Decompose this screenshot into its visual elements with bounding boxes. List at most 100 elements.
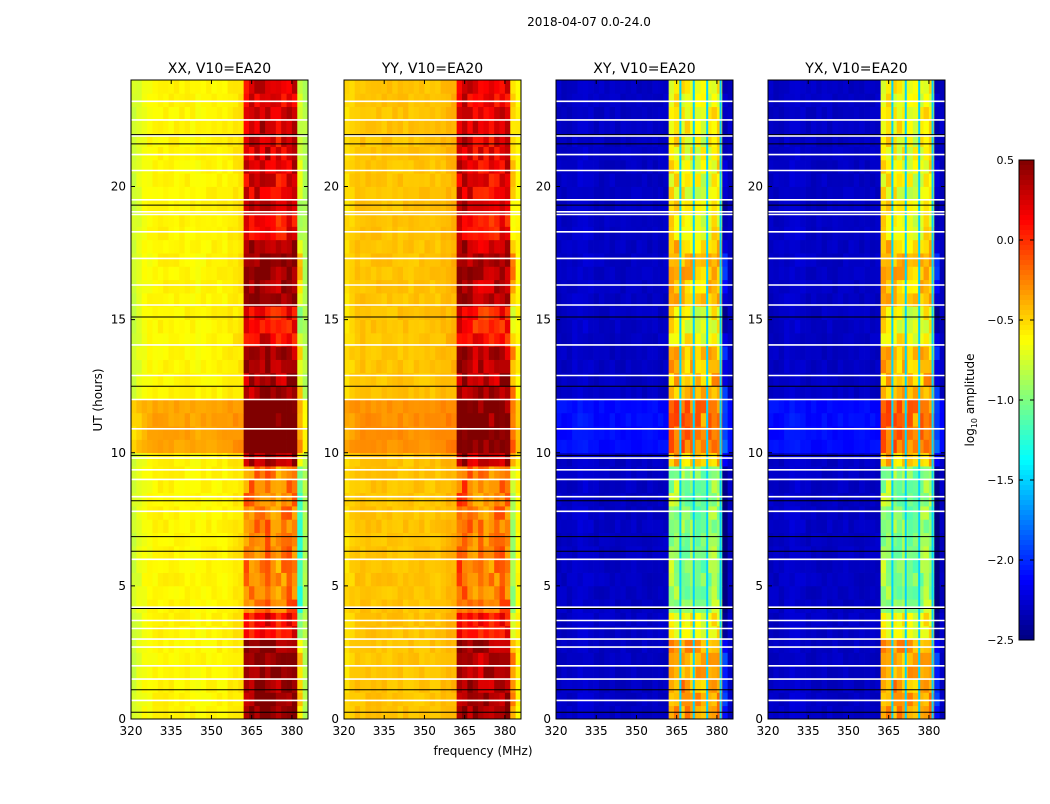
heatmap-cell xyxy=(594,666,600,680)
heatmap-cell xyxy=(142,147,148,161)
heatmap-cell xyxy=(626,386,632,400)
heatmap-cell xyxy=(292,666,298,680)
heatmap-cell xyxy=(217,453,223,467)
heatmap-cell xyxy=(179,253,185,267)
heatmap-cell xyxy=(169,453,175,467)
heatmap-cell xyxy=(403,147,409,161)
heatmap-cell xyxy=(663,240,669,254)
heatmap-cell xyxy=(249,120,255,134)
heatmap-cell xyxy=(653,253,659,267)
heatmap-cell xyxy=(663,187,669,201)
heatmap-cell xyxy=(615,413,621,427)
heatmap-cell xyxy=(594,679,600,693)
heatmap-cell xyxy=(556,160,562,174)
heatmap-cell xyxy=(674,173,680,187)
heatmap-cell xyxy=(467,546,473,560)
heatmap-cell xyxy=(685,226,691,240)
heatmap-cell xyxy=(249,466,255,480)
heatmap-cell xyxy=(631,226,637,240)
heatmap-cell xyxy=(430,226,436,240)
heatmap-cell xyxy=(179,439,185,453)
heatmap-cell xyxy=(222,652,228,666)
heatmap-cell xyxy=(185,386,191,400)
heatmap-cell xyxy=(494,599,500,613)
heatmap-cell xyxy=(201,93,207,107)
heatmap-cell xyxy=(722,107,728,121)
heatmap-cell xyxy=(292,573,298,587)
heatmap-cell xyxy=(158,546,164,560)
heatmap-cell xyxy=(344,306,350,320)
heatmap-cell xyxy=(365,613,371,627)
heatmap-cell xyxy=(658,546,664,560)
heatmap-cell xyxy=(265,533,271,547)
heatmap-cell xyxy=(398,93,404,107)
heatmap-cell xyxy=(403,266,409,280)
heatmap-cell xyxy=(620,519,626,533)
heatmap-cell xyxy=(594,652,600,666)
heatmap-cell xyxy=(238,240,244,254)
heatmap-cell xyxy=(260,253,266,267)
heatmap-cell xyxy=(217,280,223,294)
heatmap-cell xyxy=(467,439,473,453)
heatmap-cell xyxy=(510,306,516,320)
heatmap-cell xyxy=(158,147,164,161)
heatmap-cell xyxy=(217,546,223,560)
heatmap-cell xyxy=(414,639,420,653)
heatmap-cell xyxy=(653,479,659,493)
heatmap-cell xyxy=(297,346,303,360)
heatmap-cell xyxy=(561,692,567,706)
heatmap-cell xyxy=(382,679,388,693)
heatmap-cell xyxy=(265,306,271,320)
heatmap-cell xyxy=(408,652,414,666)
heatmap-cell xyxy=(355,613,361,627)
heatmap-cell xyxy=(599,506,605,520)
heatmap-cell xyxy=(467,639,473,653)
heatmap-cell xyxy=(349,479,355,493)
heatmap-cell xyxy=(387,360,393,374)
heatmap-cell xyxy=(505,533,511,547)
heatmap-cell xyxy=(510,493,516,507)
heatmap-cell xyxy=(594,546,600,560)
heatmap-cell xyxy=(489,679,495,693)
heatmap-cell xyxy=(376,613,382,627)
heatmap-cell xyxy=(626,120,632,134)
heatmap-cell xyxy=(424,533,430,547)
heatmap-cell xyxy=(473,280,479,294)
heatmap-cell xyxy=(604,107,610,121)
heatmap-cell xyxy=(599,679,605,693)
heatmap-cell xyxy=(398,386,404,400)
heatmap-cell xyxy=(360,187,366,201)
heatmap-cell xyxy=(588,120,594,134)
heatmap-cell xyxy=(712,559,718,573)
heatmap-cell xyxy=(620,506,626,520)
heatmap-cell xyxy=(244,439,250,453)
heatmap-cell xyxy=(647,226,653,240)
heatmap-cell xyxy=(583,360,589,374)
heatmap-cell xyxy=(365,280,371,294)
heatmap-cell xyxy=(238,320,244,334)
heatmap-cell xyxy=(163,493,169,507)
heatmap-cell xyxy=(371,386,377,400)
heatmap-cell xyxy=(435,533,441,547)
heatmap-cell xyxy=(430,360,436,374)
heatmap-cell xyxy=(594,266,600,280)
heatmap-cell xyxy=(169,120,175,134)
heatmap-cell xyxy=(505,346,511,360)
heatmap-cell xyxy=(510,346,516,360)
heatmap-cell xyxy=(712,573,718,587)
heatmap-cell xyxy=(131,599,137,613)
heatmap-cell xyxy=(136,493,142,507)
heatmap-cell xyxy=(270,453,276,467)
heatmap-cell xyxy=(179,519,185,533)
heatmap-cell xyxy=(500,599,506,613)
heatmap-cell xyxy=(599,320,605,334)
heatmap-cell xyxy=(701,586,707,600)
heatmap-cell xyxy=(567,253,573,267)
heatmap-cell xyxy=(270,240,276,254)
heatmap-cell xyxy=(292,107,298,121)
heatmap-cell xyxy=(201,546,207,560)
heatmap-cell xyxy=(355,652,361,666)
heatmap-cell xyxy=(292,546,298,560)
heatmap-cell xyxy=(588,439,594,453)
heatmap-cell xyxy=(211,599,217,613)
